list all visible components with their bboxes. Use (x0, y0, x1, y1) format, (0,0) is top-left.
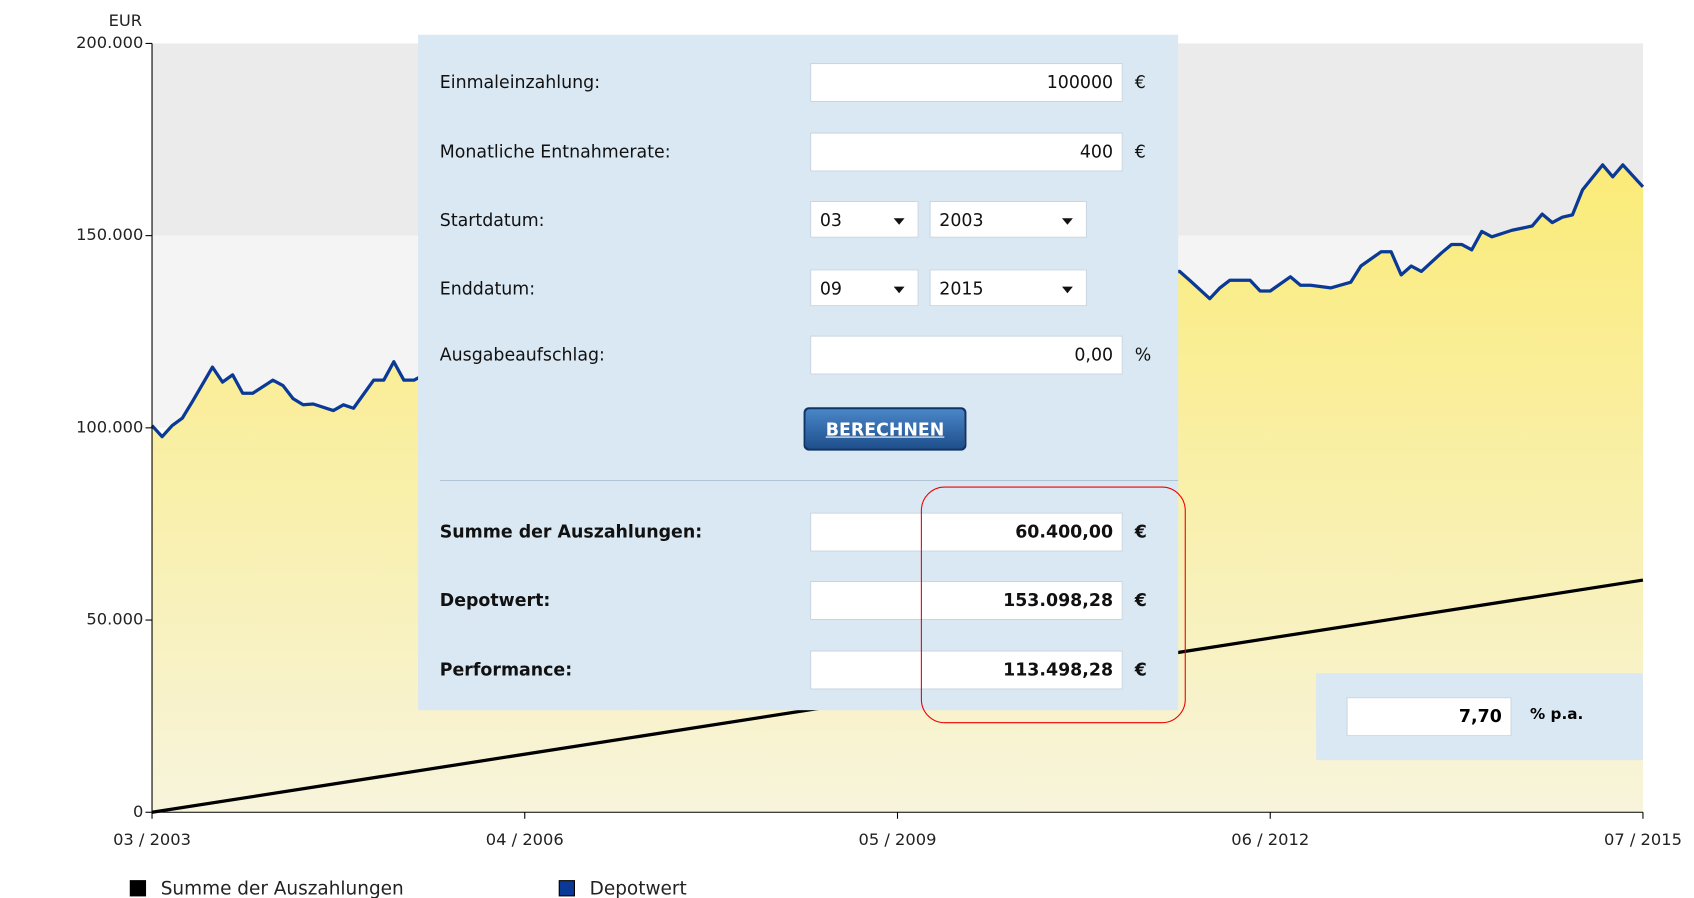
result-field: 113.498,28 (810, 650, 1123, 690)
result-label: Depotwert: (439, 589, 551, 611)
legend-label: Summe der Auszahlungen (161, 878, 404, 898)
result-label: Performance: (439, 659, 573, 680)
y-axis-label: EUR (109, 11, 142, 30)
rate-field: 7,70 (1346, 697, 1512, 737)
unit: € (1134, 141, 1146, 162)
x-tick-label: 06 / 2012 (1231, 830, 1309, 849)
series-line (150, 163, 1645, 439)
x-tick-label: 05 / 2009 (859, 830, 937, 849)
y-tick-label: 50.000 (86, 610, 143, 629)
input-row: Ausgabeaufschlag: 0,00 % (439, 335, 1178, 375)
field-label: Enddatum: (439, 277, 536, 299)
y-tick-label: 100.000 (76, 417, 143, 436)
result-row: Depotwert: 153.098,28 € (439, 580, 1178, 621)
result-field: 153.098,28 (810, 580, 1123, 621)
field-label: Monatliche Entnahmerate: (439, 141, 671, 162)
month-select[interactable]: 03 (810, 200, 919, 238)
y-tick-label: 0 (133, 802, 143, 821)
field-label: Ausgabeaufschlag: (439, 344, 605, 365)
y-tick-label: 150.000 (76, 225, 143, 244)
year-select[interactable]: 2003 (929, 200, 1087, 238)
legend-label: Depotwert (590, 878, 687, 898)
date-row: Startdatum: 03 2003 (439, 200, 1178, 240)
unit: € (1134, 659, 1147, 680)
result-row: Summe der Auszahlungen: 60.400,00 € (439, 512, 1178, 552)
result-row: Performance: 113.498,28 € (439, 650, 1178, 690)
result-field: 60.400,00 (810, 512, 1123, 552)
field-label: Einmaleinzahlung: (439, 71, 601, 93)
field-label: Startdatum: (439, 209, 545, 231)
month-select[interactable]: 09 (810, 269, 919, 307)
input-row: Monatliche Entnahmerate: 400 € (439, 132, 1178, 172)
separator (439, 479, 1179, 482)
legend-swatch (558, 880, 575, 897)
y-tick-label: 200.000 (76, 33, 143, 52)
text-input[interactable]: 100000 (810, 62, 1123, 103)
calculate-button[interactable]: BERECHNEN (803, 407, 967, 451)
unit: % p.a. (1530, 705, 1584, 724)
unit: % (1134, 344, 1152, 365)
x-tick-label: 07 / 2015 (1604, 830, 1682, 849)
legend-swatch (129, 880, 147, 897)
rate-panel: 7,70 % p.a. (1316, 673, 1643, 761)
date-row: Enddatum: 09 2015 (440, 269, 1178, 308)
x-tick-label: 04 / 2006 (486, 830, 564, 849)
unit: € (1134, 521, 1147, 542)
text-input[interactable]: 400 (810, 132, 1123, 172)
calculator-panel: Einmaleinzahlung: 100000 € Monatliche En… (418, 34, 1179, 711)
result-label: Summe der Auszahlungen: (439, 521, 703, 542)
unit: € (1134, 71, 1146, 93)
year-select[interactable]: 2015 (929, 269, 1087, 307)
unit: € (1134, 589, 1147, 611)
text-input[interactable]: 0,00 (810, 335, 1123, 375)
highlight-outline (920, 486, 1186, 724)
x-tick-label: 03 / 2003 (113, 830, 191, 849)
input-row: Einmaleinzahlung: 100000 € (439, 62, 1178, 103)
